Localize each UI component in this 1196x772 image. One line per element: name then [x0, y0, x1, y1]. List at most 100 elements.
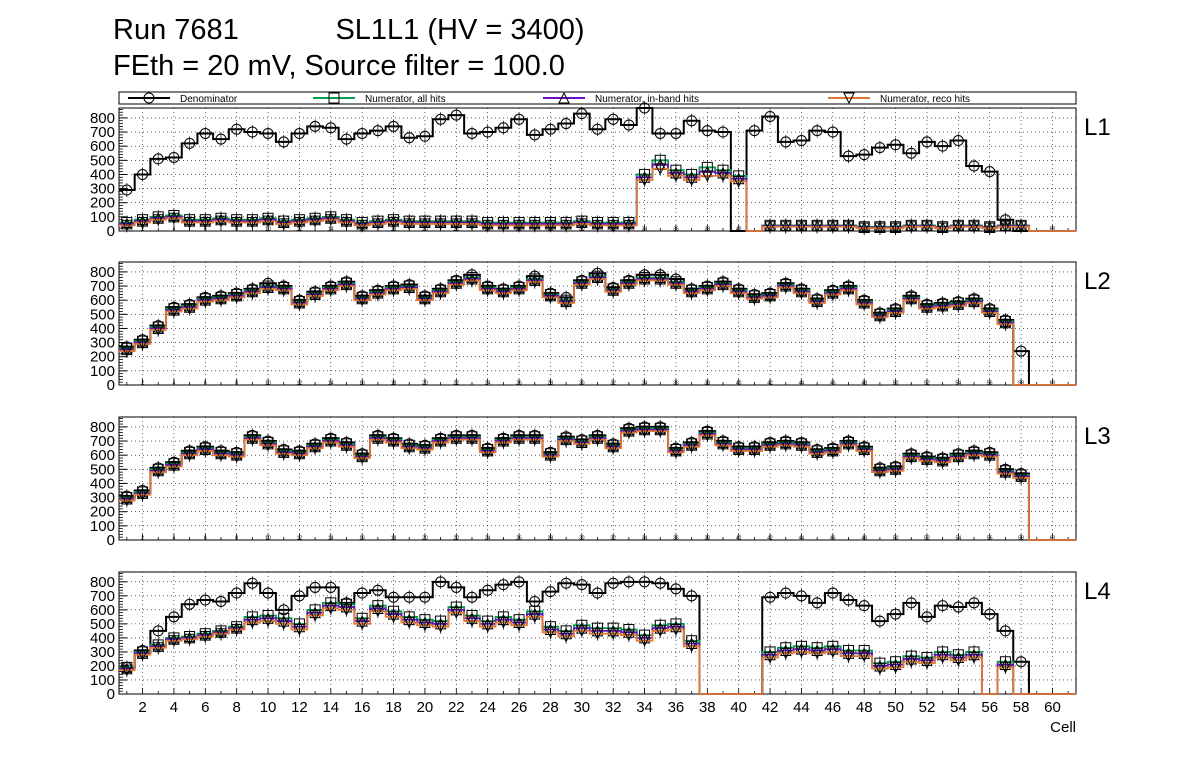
- x-tick-label: 4: [173, 381, 176, 387]
- y-tick-label: 800: [90, 419, 115, 436]
- x-tick-label: 42: [767, 381, 773, 387]
- panel-label: L1: [1084, 114, 1111, 141]
- y-tick-label: 100: [90, 209, 115, 226]
- y-tick-label: 300: [90, 490, 115, 507]
- x-tick-label: 34: [642, 536, 648, 542]
- x-tick-label: 40: [736, 536, 742, 542]
- x-tick-label: 34: [642, 227, 648, 233]
- y-tick-label: 600: [90, 447, 115, 464]
- x-tick-label: 8: [235, 536, 238, 542]
- x-tick-label: 24: [485, 536, 491, 542]
- x-tick-label: 38: [705, 227, 711, 233]
- y-tick-label: 0: [107, 686, 115, 703]
- x-tick-label: 4: [170, 699, 178, 716]
- y-tick-label: 500: [90, 616, 115, 633]
- chart-panels: 0100200300400500600700800246810121416182…: [90, 101, 1111, 716]
- x-tick-label: 46: [830, 536, 836, 542]
- x-tick-label: 32: [610, 536, 616, 542]
- x-tick-label: 54: [956, 536, 962, 542]
- y-tick-label: 100: [90, 518, 115, 535]
- x-tick-label: 24: [479, 699, 496, 716]
- x-tick-label: 2: [141, 536, 144, 542]
- x-tick-label: 44: [799, 381, 805, 387]
- legend-label-2: Numerator, in-band hits: [595, 94, 699, 105]
- x-tick-label: 12: [291, 699, 308, 716]
- y-tick-label: 700: [90, 588, 115, 605]
- y-tick-label: 0: [107, 223, 115, 240]
- x-tick-label: 16: [359, 381, 365, 387]
- x-tick-label: 52: [919, 699, 936, 716]
- y-tick-label: 600: [90, 602, 115, 619]
- x-tick-label: 52: [924, 381, 930, 387]
- x-tick-label: 8: [232, 699, 240, 716]
- x-tick-label: 10: [265, 381, 271, 387]
- x-tick-label: 14: [328, 381, 334, 387]
- panel-label: L2: [1084, 268, 1111, 295]
- y-tick-label: 100: [90, 672, 115, 689]
- chart-title-line-1: Run 7681 SL1L1 (HV = 3400): [113, 14, 585, 46]
- y-tick-label: 800: [90, 110, 115, 127]
- x-tick-label: 22: [448, 699, 465, 716]
- y-tick-label: 700: [90, 278, 115, 295]
- x-tick-label: 46: [824, 699, 841, 716]
- x-tick-label: 40: [736, 227, 742, 233]
- x-tick-label: 10: [265, 536, 271, 542]
- x-tick-label: 34: [636, 699, 653, 716]
- x-tick-label: 36: [673, 227, 679, 233]
- x-tick-label: 14: [328, 227, 334, 233]
- x-tick-label: 20: [422, 536, 428, 542]
- x-tick-label: 34: [642, 381, 648, 387]
- x-tick-label: 60: [1044, 699, 1061, 716]
- y-tick-label: 300: [90, 644, 115, 661]
- x-tick-label: 54: [956, 381, 962, 387]
- x-tick-label: 36: [668, 699, 685, 716]
- x-tick-label: 50: [887, 699, 904, 716]
- x-tick-label: 18: [391, 536, 397, 542]
- legend-marker-1: [328, 92, 340, 104]
- x-tick-label: 38: [699, 699, 716, 716]
- x-tick-label: 42: [767, 536, 773, 542]
- x-tick-label: 18: [391, 381, 397, 387]
- series-line-denominator: [119, 580, 1076, 695]
- y-tick-label: 500: [90, 152, 115, 169]
- x-tick-label: 22: [454, 536, 460, 542]
- x-tick-label: 38: [705, 381, 711, 387]
- y-tick-label: 700: [90, 124, 115, 141]
- legend-marker-0: [143, 92, 155, 104]
- x-tick-label: 10: [260, 699, 277, 716]
- x-tick-label: 12: [297, 381, 303, 387]
- y-tick-label: 200: [90, 504, 115, 521]
- x-tick-label: 50: [893, 381, 899, 387]
- x-tick-label: 40: [730, 699, 747, 716]
- panel-L1: 0100200300400500600700800246810121416182…: [90, 101, 1111, 240]
- x-tick-label: 28: [542, 699, 559, 716]
- y-tick-label: 400: [90, 630, 115, 647]
- x-tick-label: 56: [981, 699, 998, 716]
- y-tick-label: 100: [90, 363, 115, 380]
- series-line-reco: [119, 430, 1076, 541]
- x-tick-label: 58: [1018, 381, 1024, 387]
- x-tick-label: 30: [579, 381, 585, 387]
- x-tick-label: 44: [793, 699, 810, 716]
- x-tick-label: 30: [573, 699, 590, 716]
- x-tick-label: 60: [1050, 536, 1056, 542]
- x-tick-label: 40: [736, 381, 742, 387]
- y-tick-label: 0: [107, 377, 115, 394]
- x-tick-label: 58: [1013, 699, 1030, 716]
- x-axis-label: Cell: [1050, 719, 1076, 736]
- x-tick-label: 52: [924, 536, 930, 542]
- legend-label-3: Numerator, reco hits: [880, 94, 970, 105]
- x-tick-label: 2: [138, 699, 146, 716]
- x-tick-label: 42: [762, 699, 779, 716]
- x-tick-label: 56: [987, 536, 993, 542]
- x-tick-label: 30: [579, 536, 585, 542]
- x-tick-label: 54: [950, 699, 967, 716]
- x-tick-label: 14: [328, 536, 334, 542]
- x-tick-label: 6: [201, 699, 209, 716]
- y-tick-label: 600: [90, 138, 115, 155]
- x-tick-label: 32: [610, 381, 616, 387]
